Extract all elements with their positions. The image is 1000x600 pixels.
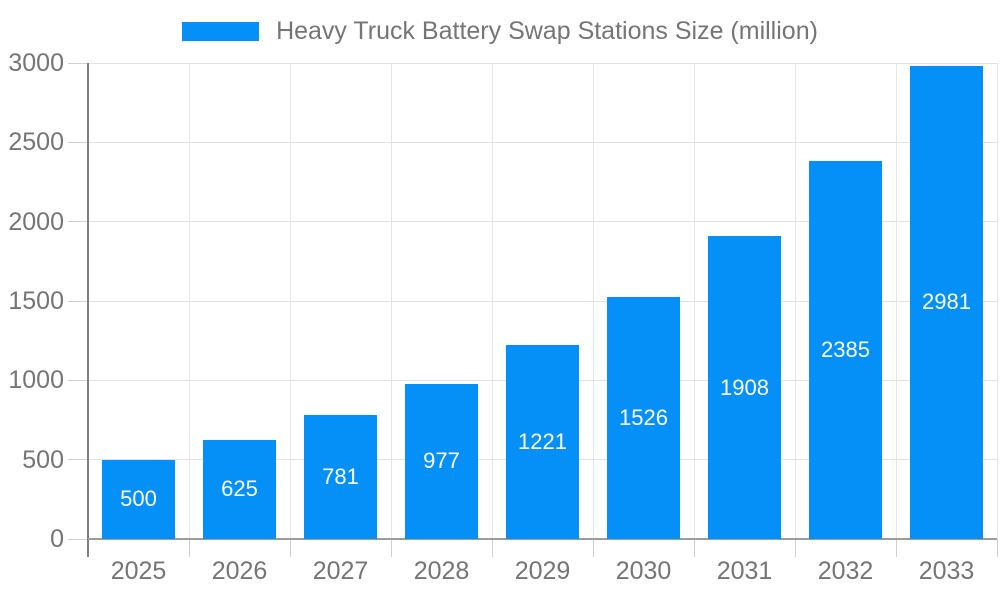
- y-axis-line: [87, 63, 89, 557]
- x-axis-tick: [289, 539, 291, 557]
- bar-value-label: 977: [423, 448, 460, 474]
- bar-value-label: 2981: [922, 289, 971, 315]
- x-axis-category-label: 2033: [918, 557, 975, 585]
- y-axis-tick: [68, 459, 88, 461]
- y-axis-tick-label: 2500: [8, 128, 64, 157]
- x-axis-category-label: 2025: [110, 557, 167, 585]
- bar-2033[interactable]: 2981: [910, 66, 983, 539]
- legend-label: Heavy Truck Battery Swap Stations Size (…: [276, 16, 818, 45]
- y-axis-tick-label: 3000: [8, 49, 64, 77]
- bar-value-label: 781: [322, 464, 359, 490]
- y-axis-tick: [68, 300, 88, 302]
- bar-2030[interactable]: 1526: [607, 296, 680, 539]
- bar-value-label: 625: [221, 476, 258, 502]
- bar-2029[interactable]: 1221: [506, 345, 579, 539]
- x-axis-category-label: 2028: [413, 557, 470, 585]
- bar-2026[interactable]: 625: [203, 439, 276, 539]
- x-axis-category-label: 2027: [312, 557, 369, 585]
- bar-2031[interactable]: 1908: [708, 236, 781, 539]
- gridline-vertical: [996, 63, 998, 539]
- gridline-horizontal: [88, 300, 997, 302]
- y-axis-tick-label: 1000: [8, 366, 64, 395]
- x-axis-tick: [491, 539, 493, 557]
- bar-value-label: 1221: [518, 429, 567, 455]
- gridline-vertical: [289, 63, 291, 539]
- x-axis-category-label: 2032: [817, 557, 874, 585]
- bar-2025[interactable]: 500: [102, 459, 175, 539]
- y-axis-tick: [68, 141, 88, 143]
- x-axis-category-label: 2026: [211, 557, 268, 585]
- gridline-vertical: [895, 63, 897, 539]
- y-axis-tick: [68, 221, 88, 223]
- gridline-vertical: [390, 63, 392, 539]
- x-axis-category-label: 2031: [716, 557, 773, 585]
- x-axis-tick: [895, 539, 897, 557]
- gridline-vertical: [188, 63, 190, 539]
- x-axis-tick: [592, 539, 594, 557]
- gridline-horizontal: [88, 141, 997, 143]
- gridline-vertical: [491, 63, 493, 539]
- y-axis-tick: [68, 62, 88, 64]
- x-axis-tick: [188, 539, 190, 557]
- y-axis-tick: [68, 538, 88, 540]
- bar-value-label: 500: [120, 486, 157, 512]
- legend-swatch-icon: [182, 21, 260, 41]
- y-axis-tick-label: 0: [50, 525, 64, 553]
- bar-2027[interactable]: 781: [304, 415, 377, 539]
- x-axis-category-label: 2030: [615, 557, 672, 585]
- y-axis-tick: [68, 379, 88, 381]
- y-axis-tick-label: 2000: [8, 207, 64, 236]
- bar-value-label: 1526: [619, 404, 668, 430]
- x-axis-tick: [390, 539, 392, 557]
- x-axis-category-label: 2029: [514, 557, 571, 585]
- bar-2032[interactable]: 2385: [809, 160, 882, 539]
- bar-value-label: 1908: [720, 374, 769, 400]
- y-axis-tick-label: 500: [22, 445, 64, 474]
- bar-value-label: 2385: [821, 336, 870, 362]
- gridline-horizontal: [88, 62, 997, 64]
- x-axis-tick: [693, 539, 695, 557]
- bar-2028[interactable]: 977: [405, 383, 478, 539]
- gridline-vertical: [794, 63, 796, 539]
- gridline-vertical: [693, 63, 695, 539]
- x-axis-tick: [996, 539, 998, 557]
- x-axis-line: [88, 538, 997, 540]
- legend[interactable]: Heavy Truck Battery Swap Stations Size (…: [0, 16, 1000, 45]
- gridline-vertical: [592, 63, 594, 539]
- x-axis-tick: [794, 539, 796, 557]
- gridline-horizontal: [88, 221, 997, 223]
- y-axis-tick-label: 1500: [8, 287, 64, 315]
